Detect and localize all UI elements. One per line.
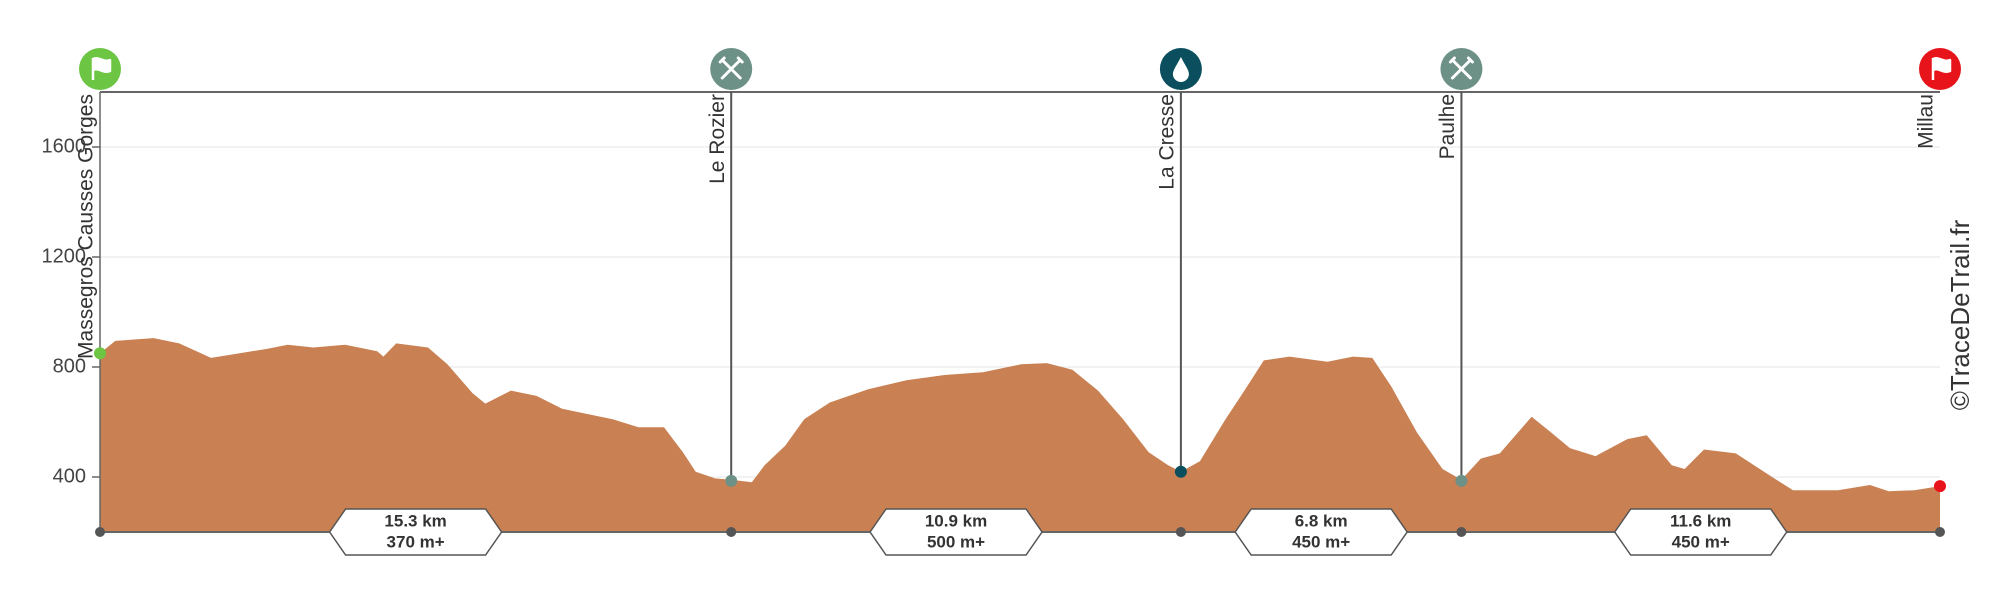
waypoint-icon	[79, 48, 121, 90]
segment-gain: 370 m+	[387, 532, 445, 551]
y-tick-label: 400	[53, 465, 86, 487]
waypoint-dot	[1455, 474, 1468, 487]
y-tick-label: 1200	[42, 245, 87, 267]
segment-distance: 15.3 km	[384, 511, 446, 530]
waypoint-icon	[1919, 48, 1961, 90]
elevation-area	[100, 338, 1940, 532]
waypoint-name: Paulhe	[1436, 94, 1459, 159]
y-tick-label: 1600	[42, 135, 87, 157]
segment-gain: 450 m+	[1672, 532, 1730, 551]
waypoint-dot	[94, 347, 106, 360]
baseline-dot	[1456, 527, 1467, 537]
segment-badge	[869, 508, 1043, 556]
food-icon	[718, 56, 744, 80]
flag-icon	[1931, 57, 1952, 80]
baseline-dot	[726, 527, 737, 537]
waypoint-icon	[1440, 48, 1483, 90]
baseline-dot	[1935, 527, 1945, 537]
segment-distance: 10.9 km	[925, 511, 987, 530]
waypoint-name: La Cresse	[1155, 94, 1178, 190]
watermark: ©TraceDeTrail.fr	[1945, 219, 1975, 410]
waypoint-icon	[1159, 48, 1202, 90]
waypoint-dot	[1174, 465, 1187, 478]
waypoint-name: Le Rozier	[706, 94, 729, 184]
segment-distance: 11.6 km	[1670, 511, 1731, 530]
flag-icon	[91, 57, 112, 80]
water-icon	[1172, 57, 1189, 82]
segment-distance: 6.8 km	[1295, 511, 1348, 530]
waypoint-dot	[1934, 480, 1946, 493]
segment-badge	[328, 508, 503, 556]
waypoint-name: Millau	[1915, 94, 1938, 149]
segment-badge	[1613, 508, 1788, 556]
baseline-dot	[95, 527, 105, 537]
waypoint-icon	[710, 48, 753, 90]
waypoint-name: Massegros Causses Gorges	[75, 94, 98, 359]
baseline-dot	[1175, 527, 1186, 537]
segment-gain: 450 m+	[1292, 532, 1350, 551]
y-tick-label: 800	[53, 355, 86, 377]
waypoint-dot	[725, 474, 738, 487]
segment-badge	[1234, 508, 1409, 556]
segment-gain: 500 m+	[927, 532, 985, 551]
food-icon	[1448, 56, 1474, 80]
